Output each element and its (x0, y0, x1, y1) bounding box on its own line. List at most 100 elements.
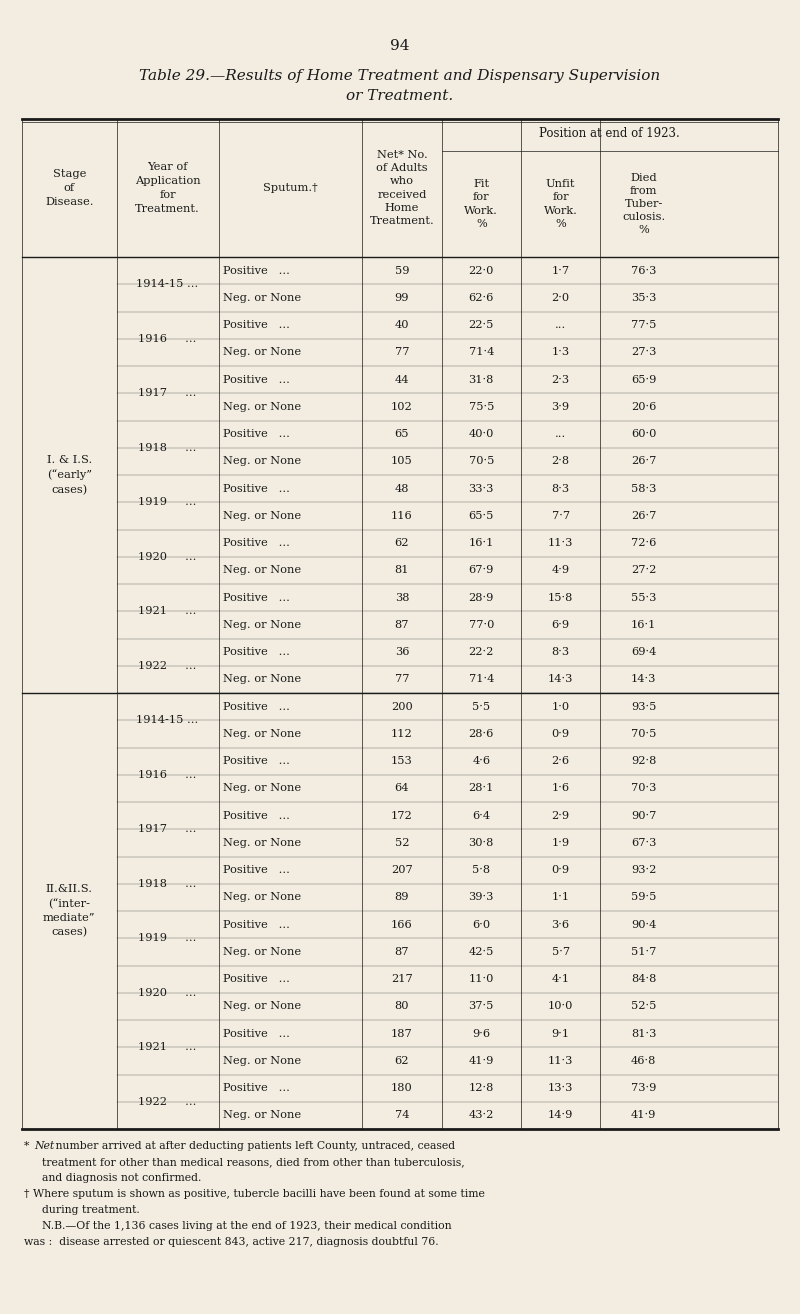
Text: 1921     ...: 1921 ... (138, 606, 197, 616)
Text: 30·8: 30·8 (469, 838, 494, 848)
Text: 65·9: 65·9 (631, 374, 657, 385)
Text: 70·3: 70·3 (631, 783, 657, 794)
Text: 112: 112 (391, 729, 413, 738)
Text: 2·9: 2·9 (551, 811, 570, 821)
Text: 116: 116 (391, 511, 413, 520)
Text: 1918     ...: 1918 ... (138, 443, 197, 453)
Text: Neg. or None: Neg. or None (222, 293, 301, 302)
Text: 67·9: 67·9 (469, 565, 494, 576)
Text: 1916     ...: 1916 ... (138, 334, 197, 344)
Text: 12·8: 12·8 (469, 1083, 494, 1093)
Text: 1·1: 1·1 (551, 892, 570, 903)
Text: 4·6: 4·6 (472, 756, 490, 766)
Text: 93·2: 93·2 (631, 865, 657, 875)
Text: 4·1: 4·1 (551, 974, 570, 984)
Text: 3·6: 3·6 (551, 920, 570, 929)
Text: 8·3: 8·3 (551, 646, 570, 657)
Text: Positive   ...: Positive ... (222, 430, 290, 439)
Text: Positive   ...: Positive ... (222, 1029, 290, 1038)
Text: 75·5: 75·5 (469, 402, 494, 411)
Text: 72·6: 72·6 (631, 539, 657, 548)
Text: Positive   ...: Positive ... (222, 484, 290, 494)
Text: 59: 59 (394, 265, 409, 276)
Text: 14·9: 14·9 (548, 1110, 574, 1121)
Text: 11·0: 11·0 (469, 974, 494, 984)
Text: 1920     ...: 1920 ... (138, 988, 197, 997)
Text: treatment for other than medical reasons, died from other than tuberculosis,: treatment for other than medical reasons… (42, 1158, 465, 1167)
Text: Neg. or None: Neg. or None (222, 511, 301, 520)
Text: during treatment.: during treatment. (42, 1205, 140, 1215)
Text: 84·8: 84·8 (631, 974, 657, 984)
Text: 35·3: 35·3 (631, 293, 657, 302)
Text: 48: 48 (394, 484, 409, 494)
Text: 153: 153 (391, 756, 413, 766)
Text: 217: 217 (391, 974, 413, 984)
Text: 64: 64 (394, 783, 409, 794)
Text: 65: 65 (394, 430, 409, 439)
Text: 1919     ...: 1919 ... (138, 933, 197, 943)
Text: 4·9: 4·9 (551, 565, 570, 576)
Text: Neg. or None: Neg. or None (222, 1110, 301, 1121)
Text: 55·3: 55·3 (631, 593, 657, 603)
Text: 27·3: 27·3 (631, 347, 657, 357)
Text: 1916     ...: 1916 ... (138, 770, 197, 779)
Text: Neg. or None: Neg. or None (222, 1056, 301, 1066)
Text: 77: 77 (394, 347, 409, 357)
Text: 41·9: 41·9 (469, 1056, 494, 1066)
Text: 44: 44 (394, 374, 409, 385)
Text: 2·8: 2·8 (551, 456, 570, 466)
Text: Net* No.
of Adults
who
received
Home
Treatment.: Net* No. of Adults who received Home Tre… (370, 150, 434, 226)
Text: 62: 62 (394, 1056, 409, 1066)
Text: 9·6: 9·6 (472, 1029, 490, 1038)
Text: 93·5: 93·5 (631, 702, 657, 712)
Text: or Treatment.: or Treatment. (346, 89, 454, 102)
Text: 41·9: 41·9 (631, 1110, 657, 1121)
Text: 207: 207 (391, 865, 413, 875)
Text: 0·9: 0·9 (551, 729, 570, 738)
Text: Positive   ...: Positive ... (222, 539, 290, 548)
Text: 3·9: 3·9 (551, 402, 570, 411)
Text: 200: 200 (391, 702, 413, 712)
Text: 76·3: 76·3 (631, 265, 657, 276)
Text: I. & I.S.
(“early”
cases): I. & I.S. (“early” cases) (46, 455, 92, 495)
Text: 1919     ...: 1919 ... (138, 497, 197, 507)
Text: 5·7: 5·7 (551, 947, 570, 957)
Text: 77·0: 77·0 (469, 620, 494, 629)
Text: Unfit
for
Work.
%: Unfit for Work. % (544, 179, 578, 229)
Text: Neg. or None: Neg. or None (222, 729, 301, 738)
Text: 74: 74 (394, 1110, 409, 1121)
Text: 22·0: 22·0 (469, 265, 494, 276)
Text: 1·7: 1·7 (551, 265, 570, 276)
Text: II.&II.S.
(“inter-
mediate”
cases): II.&II.S. (“inter- mediate” cases) (43, 884, 95, 938)
Text: 80: 80 (394, 1001, 409, 1012)
Text: 26·7: 26·7 (631, 456, 657, 466)
Text: 90·4: 90·4 (631, 920, 657, 929)
Text: 87: 87 (394, 947, 409, 957)
Text: Position at end of 1923.: Position at end of 1923. (539, 127, 680, 141)
Text: 0·9: 0·9 (551, 865, 570, 875)
Text: 16·1: 16·1 (469, 539, 494, 548)
Text: Positive   ...: Positive ... (222, 702, 290, 712)
Text: ...: ... (555, 430, 566, 439)
Text: 20·6: 20·6 (631, 402, 657, 411)
Text: Positive   ...: Positive ... (222, 756, 290, 766)
Text: 6·4: 6·4 (472, 811, 490, 821)
Text: *: * (24, 1141, 33, 1151)
Text: Net: Net (34, 1141, 54, 1151)
Text: 8·3: 8·3 (551, 484, 570, 494)
Text: 22·2: 22·2 (469, 646, 494, 657)
Text: 13·3: 13·3 (548, 1083, 574, 1093)
Text: Year of
Application
for
Treatment.: Year of Application for Treatment. (134, 162, 200, 214)
Text: Neg. or None: Neg. or None (222, 456, 301, 466)
Text: 1917     ...: 1917 ... (138, 824, 197, 834)
Text: 62: 62 (394, 539, 409, 548)
Text: 59·5: 59·5 (631, 892, 657, 903)
Text: 15·8: 15·8 (548, 593, 574, 603)
Text: 14·3: 14·3 (631, 674, 657, 685)
Text: ...: ... (555, 321, 566, 330)
Text: 187: 187 (391, 1029, 413, 1038)
Text: 5·8: 5·8 (472, 865, 490, 875)
Text: 22·5: 22·5 (469, 321, 494, 330)
Text: Neg. or None: Neg. or None (222, 947, 301, 957)
Text: Table 29.—Results of Home Treatment and Dispensary Supervision: Table 29.—Results of Home Treatment and … (139, 70, 661, 83)
